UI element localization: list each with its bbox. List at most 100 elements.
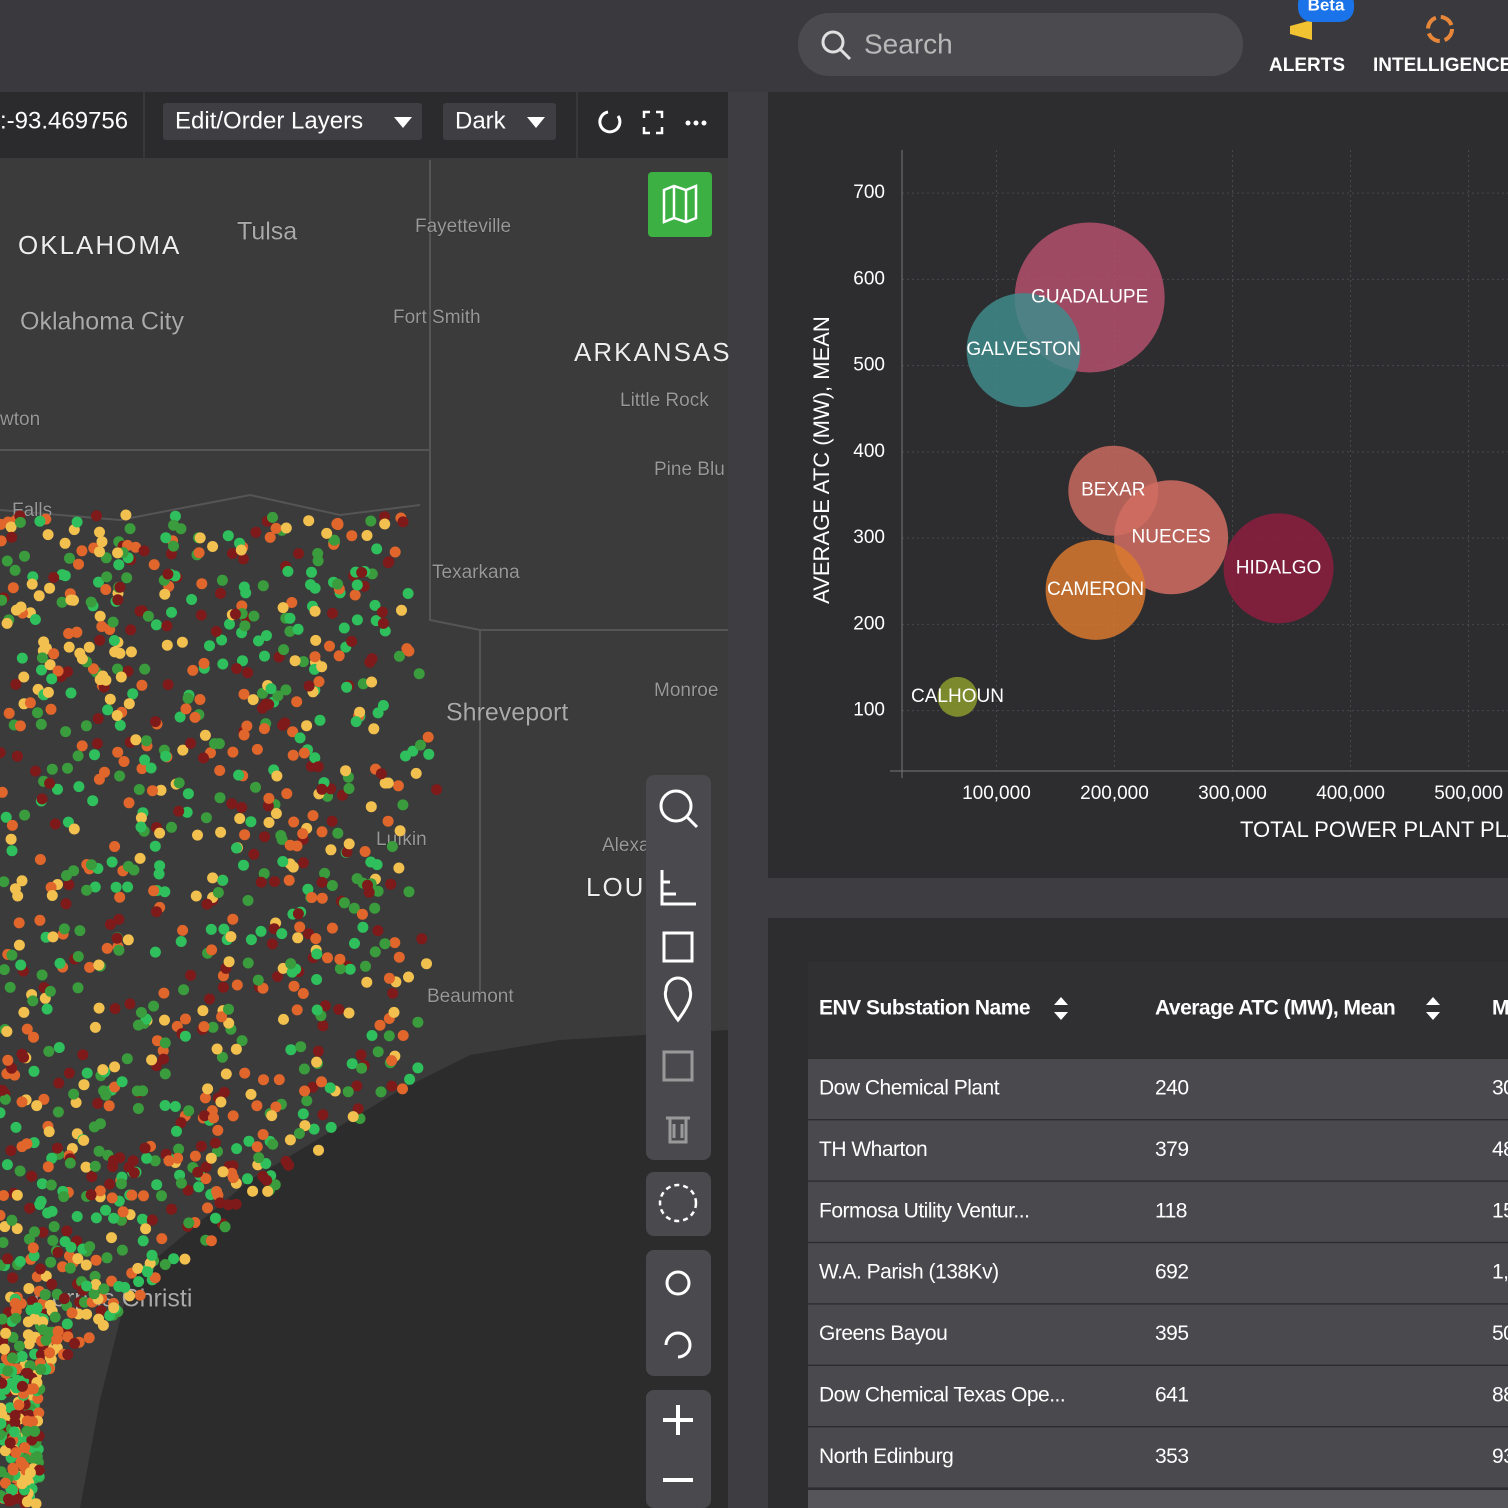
map-point: [266, 1110, 277, 1121]
y-tick-label: 200: [853, 613, 885, 634]
map-point: [275, 830, 286, 841]
map-point: [215, 792, 226, 803]
map-point: [81, 1281, 92, 1292]
map-point: [259, 831, 270, 842]
map-point: [180, 1031, 191, 1042]
intelligence-label[interactable]: INTELLIGENCE: [1373, 55, 1508, 76]
map-point: [281, 523, 292, 534]
map-point: [277, 720, 288, 731]
map-point: [138, 1190, 149, 1201]
map-point: [310, 651, 321, 662]
map-point: [398, 1030, 409, 1041]
map-point: [150, 841, 161, 852]
map-point: [159, 1015, 170, 1026]
map-point: [14, 940, 25, 951]
map-point: [190, 1151, 201, 1162]
map-point: [171, 1126, 182, 1137]
map-point: [393, 863, 404, 874]
map-point: [60, 538, 71, 549]
map-point: [60, 726, 71, 737]
map-point: [243, 958, 254, 969]
map-point: [6, 532, 17, 543]
map-point: [29, 1426, 40, 1437]
map-point: [44, 583, 55, 594]
map-label: Oklahoma City: [20, 308, 184, 336]
map-point: [36, 719, 47, 730]
map-point: [139, 545, 150, 556]
bubble-label: CALHOUN: [911, 686, 1004, 707]
map-point: [38, 636, 49, 647]
map-point: [160, 1068, 171, 1079]
map-legend-button[interactable]: [648, 172, 712, 237]
map-point: [5, 982, 16, 993]
map-point: [136, 680, 147, 691]
map-point: [271, 771, 282, 782]
table-cell: 88: [1492, 1384, 1508, 1407]
map-point: [10, 1313, 21, 1324]
map-point: [190, 712, 201, 723]
map-point: [313, 1145, 324, 1156]
map-point: [250, 782, 261, 793]
map-point: [130, 734, 141, 745]
map-point: [12, 751, 23, 762]
map-point: [114, 892, 125, 903]
map-point: [129, 1167, 140, 1178]
map-point: [185, 970, 196, 981]
map-point: [239, 582, 250, 593]
map-point: [107, 857, 118, 868]
more-icon[interactable]: [686, 121, 707, 126]
map-point: [317, 893, 328, 904]
map-point: [314, 676, 325, 687]
map-point: [7, 845, 18, 856]
map-point: [278, 1014, 289, 1025]
map-point: [378, 618, 389, 629]
map-point: [73, 951, 84, 962]
map-point: [333, 1004, 344, 1015]
map-point: [284, 875, 295, 886]
map-point: [383, 816, 394, 827]
map-point: [6, 1215, 17, 1226]
map-point: [92, 738, 103, 749]
buffer-tool[interactable]: [646, 1172, 711, 1236]
table-cell: 240: [1155, 1077, 1189, 1100]
map-point: [73, 750, 84, 761]
map-point: [35, 1263, 46, 1274]
map-point: [149, 559, 160, 570]
map-point: [393, 780, 404, 791]
map-point: [113, 914, 124, 925]
map-point: [46, 673, 57, 684]
map-point: [43, 1046, 54, 1057]
map-point: [2, 1055, 13, 1066]
y-tick-label: 100: [853, 700, 885, 721]
alerts-label[interactable]: ALERTS: [1269, 55, 1345, 76]
map-point: [212, 1044, 223, 1055]
map-point: [199, 658, 210, 669]
draw-tools: [646, 775, 711, 1160]
map-point: [36, 1196, 47, 1207]
map-point: [215, 827, 226, 838]
map-point: [150, 947, 161, 958]
map-point: [316, 1076, 327, 1087]
map-point: [163, 679, 174, 690]
map-point: [166, 822, 177, 833]
map-point: [49, 1221, 60, 1232]
map-point: [12, 1190, 23, 1201]
map-point: [168, 520, 179, 531]
map-point: [47, 764, 58, 775]
map-point: [53, 1326, 64, 1337]
map-point: [109, 1061, 120, 1072]
map-point: [92, 1098, 103, 1109]
map-point: [94, 1003, 105, 1014]
map-point: [265, 532, 276, 543]
map-point: [281, 788, 292, 799]
map-point: [389, 1007, 400, 1018]
map-label: Texarkana: [432, 562, 520, 583]
map-point: [117, 1245, 128, 1256]
map-point: [97, 536, 108, 547]
y-tick-label: 600: [853, 268, 885, 289]
map-point: [28, 1242, 39, 1253]
map-point: [74, 925, 85, 936]
map-point: [183, 788, 194, 799]
map-point: [263, 793, 274, 804]
map-point: [114, 771, 125, 782]
